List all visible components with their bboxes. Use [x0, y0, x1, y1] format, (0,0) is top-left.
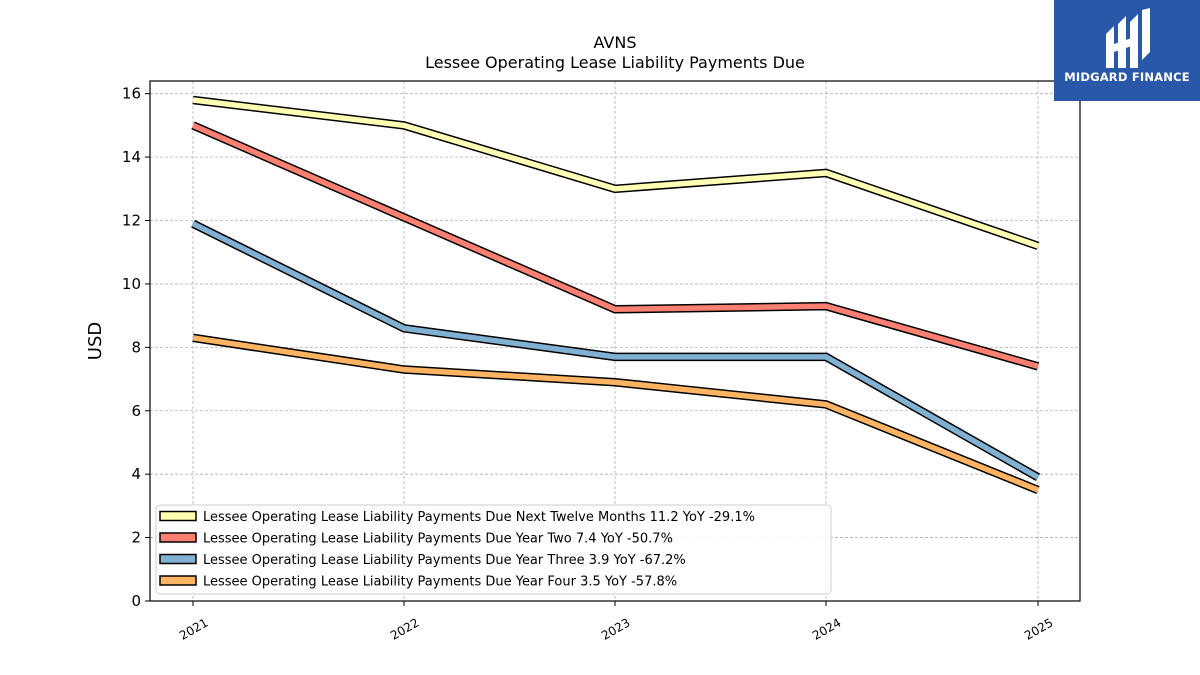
logo-mark-icon — [1106, 8, 1150, 68]
y-tick-label: 8 — [131, 338, 141, 356]
chart-subtitle: Lessee Operating Lease Liability Payment… — [425, 53, 805, 72]
y-tick-label: 14 — [122, 148, 141, 166]
brand-logo: MIDGARD FINANCE — [1054, 0, 1200, 101]
brand-name: MIDGARD FINANCE — [1064, 70, 1190, 84]
series-4 — [192, 333, 1040, 494]
x-tick-label: 2024 — [810, 615, 843, 642]
y-tick-label: 0 — [131, 592, 141, 610]
y-tick-label: 16 — [122, 85, 141, 103]
y-tick-label: 10 — [122, 275, 141, 293]
series-3 — [191, 219, 1041, 482]
legend-label: Lessee Operating Lease Liability Payment… — [203, 510, 755, 525]
legend-label: Lessee Operating Lease Liability Payment… — [203, 553, 686, 568]
legend-swatch — [159, 575, 197, 586]
legend: Lessee Operating Lease Liability Payment… — [155, 504, 832, 595]
legend-item: Lessee Operating Lease Liability Payment… — [159, 532, 673, 547]
series-lines — [191, 95, 1041, 494]
legend-item: Lessee Operating Lease Liability Payment… — [159, 575, 677, 590]
series-line — [191, 122, 1039, 370]
chart-title: AVNS — [594, 33, 637, 52]
x-tick-label: 2023 — [599, 615, 632, 642]
legend-label: Lessee Operating Lease Liability Payment… — [203, 532, 673, 547]
x-tick-label: 2025 — [1022, 615, 1055, 642]
legend-swatch — [159, 510, 197, 522]
x-tick-label: 2022 — [388, 615, 421, 642]
legend-box — [155, 504, 832, 595]
legend-item: Lessee Operating Lease Liability Payment… — [159, 553, 686, 568]
y-tick-label: 4 — [131, 465, 141, 483]
legend-swatch — [159, 553, 197, 565]
legend-item: Lessee Operating Lease Liability Payment… — [159, 510, 755, 525]
series-line-outline — [192, 95, 1040, 250]
legend-label: Lessee Operating Lease Liability Payment… — [203, 575, 677, 590]
legend-swatch — [159, 532, 197, 543]
x-tick-label: 2021 — [177, 615, 210, 642]
y-tick-label: 12 — [122, 212, 141, 230]
y-tick-label: 2 — [131, 529, 141, 547]
y-axis-label: USD — [85, 322, 106, 360]
series-1 — [192, 95, 1040, 250]
series-line — [192, 97, 1039, 249]
series-2 — [191, 121, 1040, 371]
y-tick-label: 6 — [131, 402, 141, 420]
